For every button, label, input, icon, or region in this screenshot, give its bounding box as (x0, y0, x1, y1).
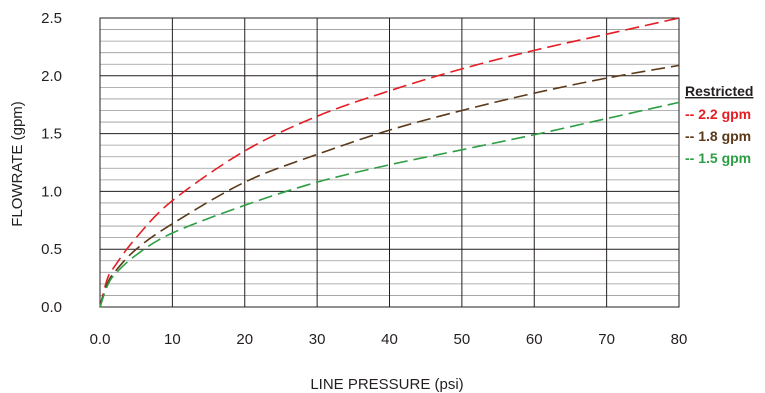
legend: Restricted -- 2.2 gpm -- 1.8 gpm -- 1.5 gp… (685, 83, 753, 166)
y-tick-label: 1.5 (41, 126, 62, 143)
grid (99, 17, 680, 308)
y-tick-label: 2.5 (41, 10, 62, 27)
x-tick-label: 50 (454, 331, 471, 348)
x-tick-label: 80 (671, 331, 688, 348)
plot-frame (99, 17, 680, 308)
x-tick-label: 10 (164, 331, 181, 348)
y-tick-label: 0.5 (41, 241, 62, 258)
legend-item: -- 1.5 gpm (685, 150, 751, 166)
series-line-1-8-gpm (99, 64, 680, 308)
x-axis-title: LINE PRESSURE (psi) (310, 376, 463, 393)
y-axis-title: FLOWRATE (gpm) (9, 101, 26, 227)
series-line-1-5-gpm (99, 101, 680, 308)
x-tick-label: 30 (309, 331, 326, 348)
x-tick-label: 60 (526, 331, 543, 348)
x-tick-label: 0.0 (90, 331, 111, 348)
y-tick-label: 2.0 (41, 68, 62, 85)
series-lines (99, 17, 680, 308)
y-tick-label: 0.0 (41, 299, 62, 316)
x-tick-label: 70 (598, 331, 615, 348)
y-tick-labels: 0.0 0.5 1.0 1.5 2.0 2.5 (41, 10, 62, 316)
legend-title: Restricted (685, 83, 753, 99)
x-tick-labels: 0.0 10 20 30 40 50 60 70 80 (90, 331, 688, 348)
legend-item: -- 1.8 gpm (685, 128, 751, 144)
y-tick-label: 1.0 (41, 183, 62, 200)
series-line-2-2-gpm (99, 17, 680, 308)
x-tick-label: 40 (381, 331, 398, 348)
x-tick-label: 20 (236, 331, 253, 348)
legend-item: -- 2.2 gpm (685, 106, 751, 122)
